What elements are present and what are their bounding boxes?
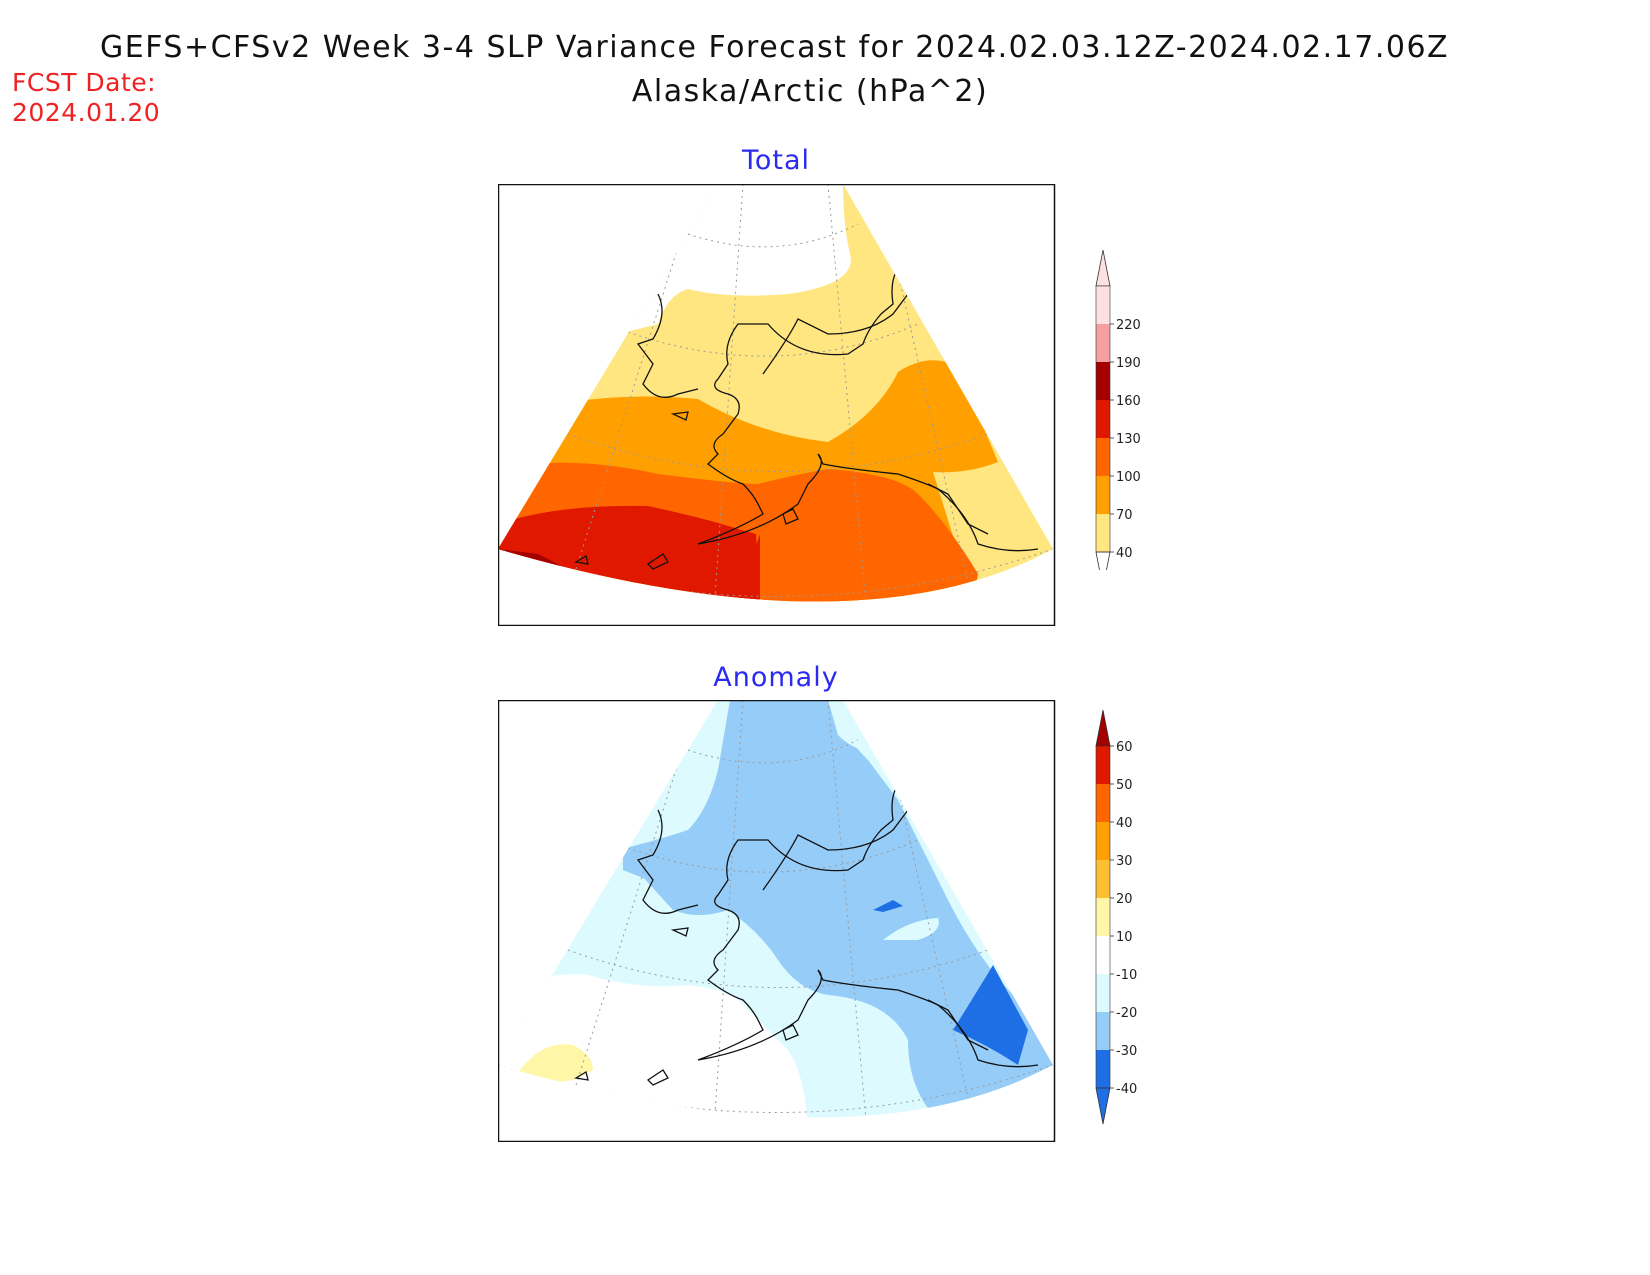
anomaly-colorbar-label: -10 (1116, 968, 1137, 983)
shade-minus40-minus30 (953, 965, 1028, 1065)
anomaly-colorbar-label: 50 (1116, 778, 1133, 793)
forecast-date: FCST Date: 2024.01.20 (12, 68, 160, 128)
map-frame (498, 700, 1056, 1142)
anomaly-colorbar-segment (1096, 1012, 1110, 1050)
total-colorbar-outline (1095, 285, 1111, 553)
anomaly-colorbar-segment (1096, 784, 1110, 822)
total-colorbar-label: 70 (1116, 508, 1133, 523)
total-colorbar-label: 160 (1116, 394, 1141, 409)
anomaly-colorbar-label: 10 (1116, 930, 1133, 945)
anomaly-colorbar-segment (1096, 936, 1110, 974)
anomaly-colorbar-label: -30 (1116, 1044, 1137, 1059)
panel-title-total: Total (741, 145, 811, 176)
anomaly-colorbar-label: 40 (1116, 816, 1133, 831)
shade-minus30-minus20-west (623, 850, 663, 880)
chart-subtitle: Alaska/Arctic (hPa^2) (631, 74, 989, 109)
anomaly-colorbar-bottom-arrow (1095, 1087, 1111, 1125)
total-colorbar-label: 190 (1116, 356, 1141, 371)
total-colorbar-bottom-arrow (1095, 551, 1111, 570)
total-colorbar-segment (1096, 324, 1110, 362)
anomaly-colorbar-label: 20 (1116, 892, 1133, 907)
anomaly-colorbar-outline (1095, 745, 1111, 1089)
panel-title-anomaly: Anomaly (713, 662, 839, 693)
unshaded-hole (883, 918, 939, 940)
total-colorbar-label: 220 (1116, 318, 1141, 333)
total-colorbar-segment (1096, 438, 1110, 476)
anomaly-colorbar-label: -20 (1116, 1006, 1137, 1021)
forecast-date-label: FCST Date: (12, 68, 157, 97)
anomaly-variance-map (498, 700, 1056, 1142)
island-3 (574, 554, 589, 565)
anomaly-colorbar-label: 60 (1116, 740, 1133, 755)
total-colorbar-segment (1096, 476, 1110, 514)
anomaly-colorbar-segment (1096, 860, 1110, 898)
anomaly-colorbar-top-arrow (1095, 710, 1111, 747)
total-colorbar-segment (1096, 286, 1110, 324)
anomaly-colorbar-segment (1096, 746, 1110, 784)
colorbar-anomaly: -40 -30 -20 -10 10 20 30 40 50 60 (1095, 710, 1137, 1125)
anomaly-colorbar-segment (1096, 898, 1110, 936)
total-colorbar-label: 40 (1116, 546, 1133, 561)
anomaly-colorbar-segment (1096, 822, 1110, 860)
island-1 (782, 508, 799, 525)
total-colorbar-segment (1096, 400, 1110, 438)
yukon-coast (762, 293, 909, 375)
anomaly-colorbar-label: 30 (1116, 854, 1133, 869)
shade-minus40-minus30-small (873, 900, 903, 912)
shade-130-160-east (728, 534, 760, 602)
map-frame (498, 184, 1056, 626)
island-2 (646, 553, 669, 570)
alaska-coastline (697, 271, 1039, 552)
total-colorbar-label: 100 (1116, 470, 1141, 485)
anomaly-colorbar-segment (1096, 974, 1110, 1012)
chart-title: GEFS+CFSv2 Week 3-4 SLP Variance Forecas… (100, 30, 1450, 65)
shade-10-20 (520, 1044, 593, 1083)
colorbar-total: 40 70 100 130 160 190 220 (1095, 250, 1141, 570)
total-variance-map (498, 184, 1056, 626)
total-colorbar-segment (1096, 362, 1110, 400)
total-colorbar-segment (1096, 514, 1110, 552)
island-4 (670, 411, 689, 421)
anomaly-colorbar-segment (1096, 1050, 1110, 1088)
forecast-date-value: 2024.01.20 (12, 98, 161, 127)
total-colorbar-label: 130 (1116, 432, 1141, 447)
unshaded-north (828, 700, 868, 750)
anomaly-colorbar-label: -40 (1116, 1082, 1137, 1097)
total-colorbar-top-arrow (1095, 250, 1111, 287)
shade-minus30-minus20 (618, 700, 1053, 1118)
